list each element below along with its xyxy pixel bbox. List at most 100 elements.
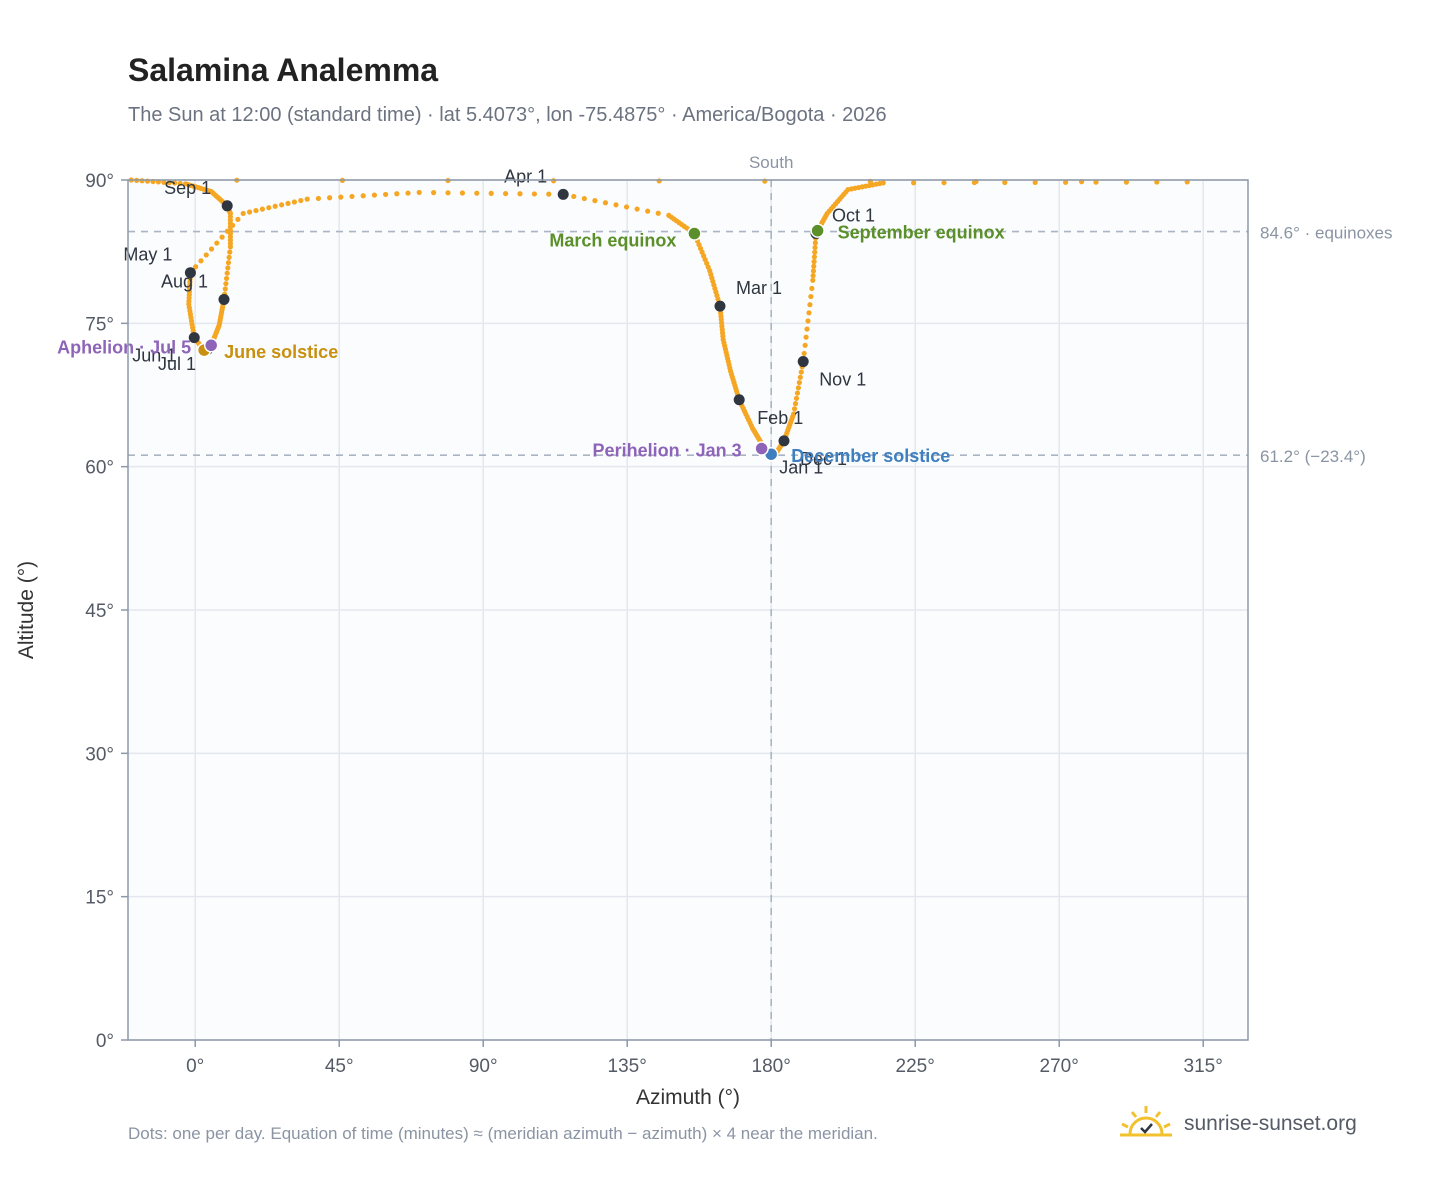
daily-dot xyxy=(517,191,523,197)
daily-dot xyxy=(791,406,798,412)
daily-dot xyxy=(666,212,672,218)
month-label: Dec 1 xyxy=(800,449,847,469)
month-marker xyxy=(714,300,726,312)
month-marker xyxy=(218,293,230,305)
month-marker xyxy=(184,267,196,279)
daily-dot xyxy=(338,194,344,200)
daily-dot xyxy=(223,275,230,282)
x-axis-title: Azimuth (°) xyxy=(636,1086,740,1109)
daily-dot xyxy=(809,285,815,292)
daily-dot xyxy=(1002,179,1008,186)
daily-dot xyxy=(488,190,494,196)
daily-dot xyxy=(1063,179,1069,185)
month-label: Jun 1 xyxy=(132,346,176,366)
daily-dot xyxy=(304,196,310,202)
daily-dot xyxy=(792,401,799,407)
daily-dot xyxy=(405,190,411,196)
daily-dot xyxy=(253,207,259,214)
daily-dot xyxy=(285,200,291,207)
daily-dot xyxy=(808,293,814,300)
y-tick-label: 75° xyxy=(85,314,114,335)
x-tick-label: 45° xyxy=(325,1056,354,1077)
daily-dot xyxy=(602,200,609,206)
daily-dot xyxy=(360,193,366,199)
daily-dot xyxy=(222,286,228,292)
daily-dot xyxy=(445,190,451,196)
daily-dot xyxy=(240,210,246,217)
x-tick-label: 225° xyxy=(896,1056,935,1077)
daily-dot xyxy=(225,265,231,271)
daily-dot xyxy=(804,326,810,332)
month-marker xyxy=(221,200,233,212)
month-label: Mar 1 xyxy=(736,278,782,298)
daily-dot xyxy=(796,379,802,386)
daily-dot xyxy=(613,202,619,208)
daily-dot xyxy=(224,270,230,276)
event-marker xyxy=(754,441,769,456)
month-label: Apr 1 xyxy=(504,166,547,186)
daily-dot xyxy=(941,180,947,186)
daily-dot xyxy=(810,268,817,274)
brand-logo[interactable]: sunrise-sunset.org xyxy=(1118,1100,1357,1148)
daily-dot xyxy=(193,264,199,270)
daily-dot xyxy=(416,189,422,196)
daily-dot xyxy=(327,195,333,201)
month-label: Feb 1 xyxy=(757,408,803,428)
daily-dot xyxy=(166,180,172,186)
daily-dot xyxy=(546,191,552,197)
daily-dot xyxy=(805,318,811,324)
daily-dot xyxy=(807,302,813,308)
chart-subtitle: The Sun at 12:00 (standard time) · lat 5… xyxy=(128,104,887,126)
month-label: Sep 1 xyxy=(164,178,211,198)
daily-dot xyxy=(208,246,215,252)
daily-dot xyxy=(161,179,167,185)
daily-dot xyxy=(225,260,232,266)
daily-dot xyxy=(227,249,233,255)
sun-logo-icon xyxy=(1118,1102,1174,1147)
daily-dot xyxy=(247,209,253,215)
daily-dot xyxy=(371,192,377,198)
month-marker xyxy=(733,394,745,406)
daily-dot xyxy=(349,193,355,200)
reference-label: 84.6° · equinoxes xyxy=(1260,224,1393,243)
event-markers: March equinox September equinox June solst… xyxy=(57,223,1004,467)
daily-dot xyxy=(177,180,183,187)
daily-dot xyxy=(911,180,917,186)
event-label: Perihelion · Jan 3 xyxy=(593,441,742,461)
y-tick-label: 90° xyxy=(85,171,114,192)
event-label: September equinox xyxy=(838,223,1005,243)
daily-dot xyxy=(431,190,437,196)
month-marker xyxy=(557,188,569,200)
month-label: May 1 xyxy=(123,245,172,265)
daily-dot xyxy=(812,240,818,246)
daily-dot xyxy=(793,395,800,401)
daily-dot xyxy=(581,195,587,202)
event-label: December solstice xyxy=(791,446,950,466)
reference-label: 61.2° (−23.4°) xyxy=(1260,447,1366,466)
month-label: Jul 1 xyxy=(158,354,196,374)
daily-dot xyxy=(298,197,304,204)
y-tick-label: 60° xyxy=(85,458,114,479)
daily-dot xyxy=(656,178,662,184)
daily-dot xyxy=(223,281,229,287)
axes: 0° 45° 90° 135° 180° 225° 270° 315° 0° 15° 30° 45° 6… xyxy=(85,171,1223,1077)
analemma-path xyxy=(128,177,1190,458)
daily-dot xyxy=(235,216,241,222)
daily-dot xyxy=(623,204,630,210)
x-tick-label: 135° xyxy=(608,1056,647,1077)
event-marker xyxy=(687,226,702,241)
event-label: March equinox xyxy=(549,231,676,251)
daily-dot xyxy=(810,273,816,279)
daily-dot xyxy=(655,210,661,216)
daily-dot xyxy=(315,195,321,202)
daily-dot xyxy=(139,178,145,184)
daily-dot xyxy=(811,254,818,260)
daily-dot xyxy=(797,374,803,380)
daily-dot xyxy=(634,206,640,212)
x-tick-label: 90° xyxy=(469,1056,498,1077)
daily-dot xyxy=(551,178,557,184)
daily-dot xyxy=(810,277,816,283)
event-marker xyxy=(203,338,219,353)
